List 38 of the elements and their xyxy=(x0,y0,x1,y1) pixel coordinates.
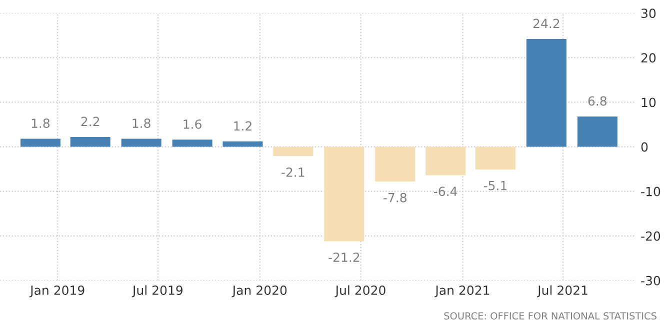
bar xyxy=(20,138,60,147)
y-tick-label: -30 xyxy=(641,276,660,286)
bar xyxy=(375,146,416,182)
x-tick-label: Jul 2020 xyxy=(334,285,386,298)
data-label: 6.8 xyxy=(588,96,606,106)
bar xyxy=(172,140,212,147)
bar xyxy=(121,138,162,147)
bar xyxy=(222,141,263,147)
bar xyxy=(577,116,618,147)
data-label: -2.1 xyxy=(282,167,304,177)
y-tick-label: -20 xyxy=(641,231,660,241)
data-label: 1.8 xyxy=(32,118,50,128)
data-label: 1.2 xyxy=(234,121,252,130)
y-tick-label: -10 xyxy=(641,186,660,196)
x-tick-label: Jan 2019 xyxy=(29,286,84,298)
data-label: -7.8 xyxy=(384,192,406,202)
y-tick-label: 0 xyxy=(641,142,648,152)
bar xyxy=(475,146,516,170)
x-tick-label: Jan 2021 xyxy=(434,286,490,298)
bar xyxy=(426,146,466,176)
source-note: SOURCE: OFFICE FOR NATIONAL STATISTICS xyxy=(444,312,656,320)
bar xyxy=(70,136,110,147)
data-label: 1.6 xyxy=(184,119,202,129)
data-label: 24.2 xyxy=(533,18,560,28)
data-label: -21.2 xyxy=(328,252,360,262)
x-tick-label: Jul 2021 xyxy=(536,285,588,298)
data-label: 2.2 xyxy=(81,116,100,126)
bar xyxy=(273,146,314,156)
data-label: -5.1 xyxy=(484,181,506,190)
bar xyxy=(526,38,566,147)
y-tick-label: 30 xyxy=(641,8,656,18)
data-label: 1.8 xyxy=(132,118,150,128)
data-label: -6.4 xyxy=(434,186,458,196)
x-tick-label: Jan 2020 xyxy=(232,286,287,298)
y-tick-label: 10 xyxy=(642,98,656,108)
y-tick-label: 20 xyxy=(641,53,656,63)
x-tick-label: Jul 2019 xyxy=(132,285,182,298)
bar xyxy=(324,146,364,242)
